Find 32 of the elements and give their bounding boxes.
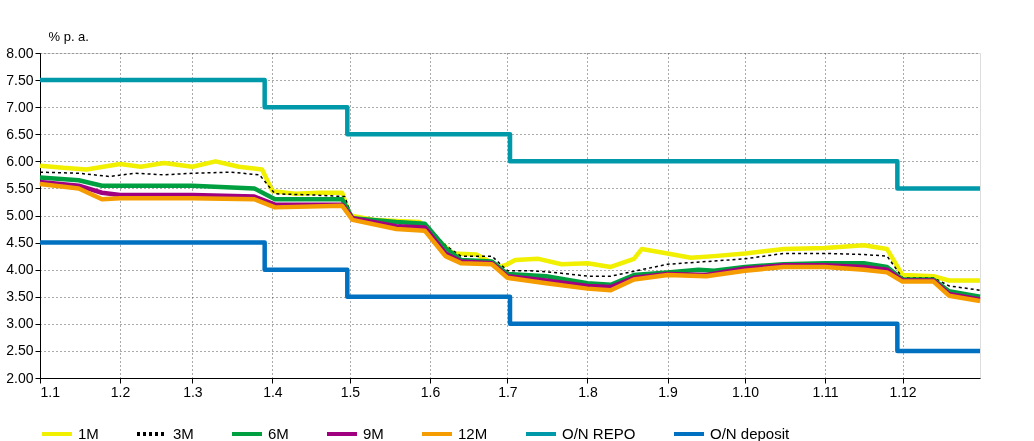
y-tick-label: 4.50 [6, 234, 34, 251]
y-tick-label: 3.00 [6, 315, 34, 332]
y-tick-label: 2.00 [6, 369, 34, 386]
y-tick-label: 3.50 [6, 288, 34, 305]
x-tick-label: 1.7 [498, 383, 518, 400]
legend-label: 9M [363, 425, 384, 441]
legend-label: 6M [268, 425, 289, 441]
y-tick-label: 5.50 [6, 179, 34, 196]
x-tick-label: 1.11 [812, 383, 839, 400]
x-tick-label: 1.12 [889, 383, 917, 400]
x-tick-label: 1.9 [658, 383, 678, 400]
y-axis-title: % p. a. [48, 28, 89, 44]
x-tick-label: 1.8 [578, 383, 598, 400]
legend-label: 12M [458, 425, 488, 441]
y-tick-label: 7.00 [6, 98, 34, 115]
y-tick-label: 6.00 [6, 152, 34, 169]
x-tick-label: 1.3 [183, 383, 203, 400]
x-tick-label: 1.2 [110, 383, 131, 400]
y-tick-label: 6.50 [6, 125, 34, 142]
x-tick-label: 1.4 [263, 383, 283, 400]
legend-label: 3M [173, 425, 194, 441]
y-tick-label: 7.50 [6, 71, 34, 88]
x-tick-label: 1.5 [340, 383, 361, 400]
x-tick-label: 1.6 [420, 383, 441, 400]
y-tick-label: 8.00 [6, 44, 34, 61]
y-tick-label: 4.00 [6, 261, 34, 278]
legend-label: 1M [78, 425, 99, 441]
legend-label: O/N REPO [562, 425, 636, 441]
y-tick-label: 2.50 [6, 342, 34, 359]
x-tick-label: 1.1 [40, 383, 61, 400]
y-tick-label: 5.00 [6, 207, 34, 223]
x-tick-label: 1.10 [731, 383, 760, 400]
